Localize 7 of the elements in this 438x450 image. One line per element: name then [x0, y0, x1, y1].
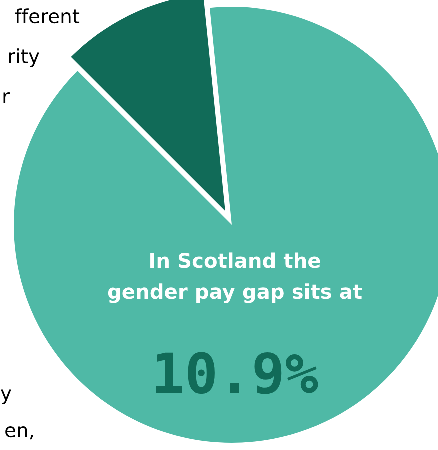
text: In Scotland the gender pay gap sits at — [108, 252, 362, 304]
text: y — [1, 390, 12, 404]
text: rity — [9, 48, 40, 68]
text: r — [4, 92, 10, 104]
text: en, — [6, 426, 34, 440]
text: fferent — [15, 8, 80, 24]
text: 10.9% — [156, 352, 318, 394]
